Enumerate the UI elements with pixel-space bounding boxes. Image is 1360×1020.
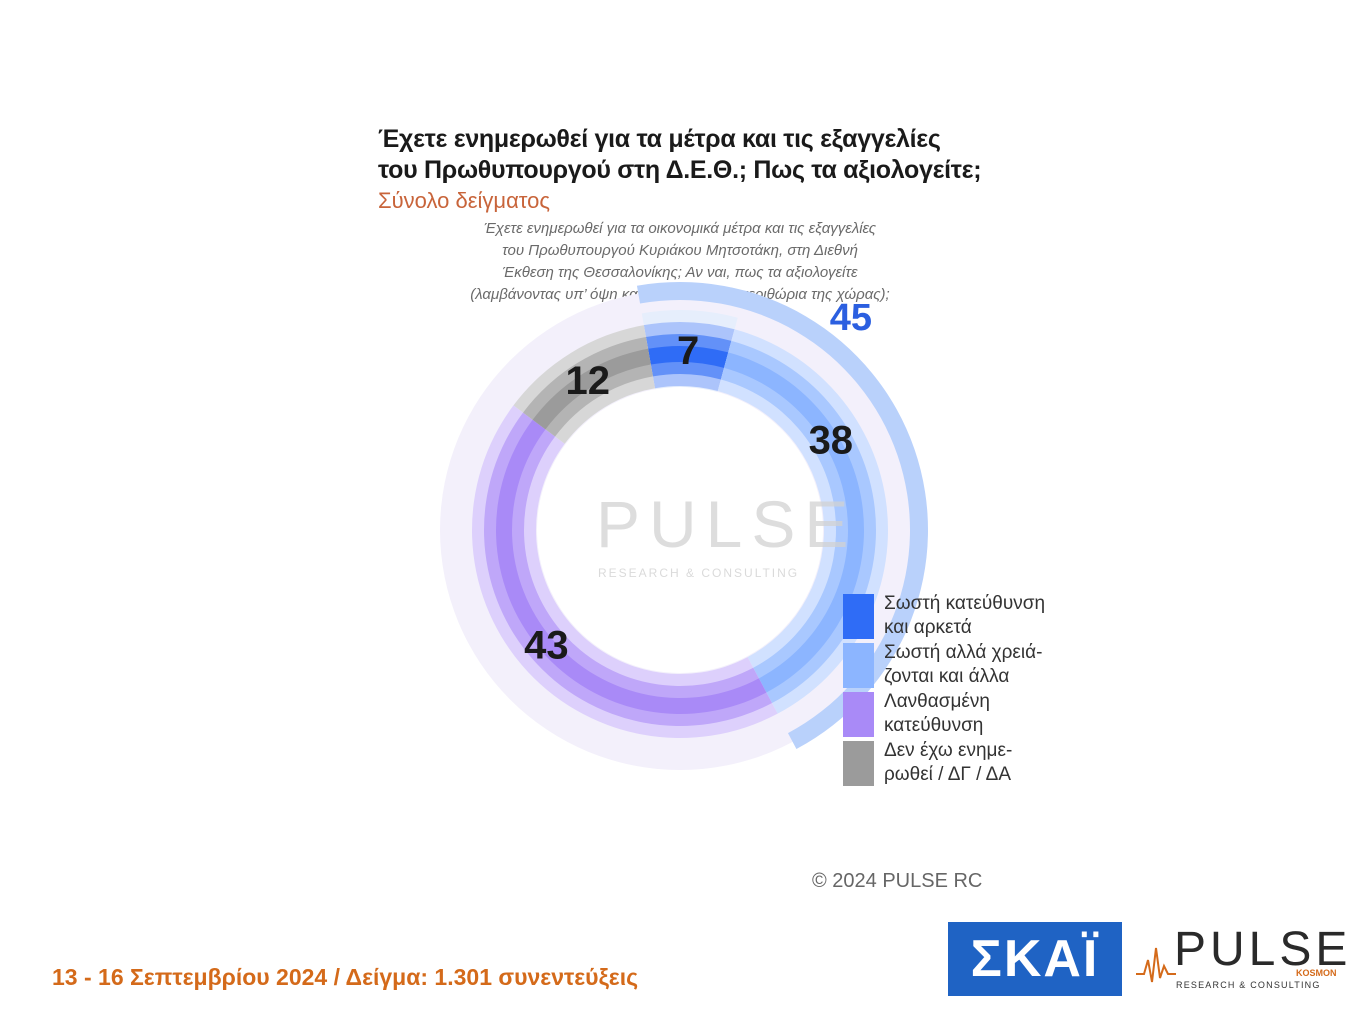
legend-swatch — [843, 594, 874, 639]
chart-legend: Σωστή κατεύθυνση και αρκετά Σωστή αλλά χ… — [843, 592, 1103, 788]
survey-question-line-1: Έχετε ενημερωθεί για τα οικονομικά μέτρα… — [483, 220, 877, 237]
legend-label: Δεν έχω ενημε- ρωθεί / ΔΓ / ΔΑ — [884, 739, 1099, 787]
footer-survey-info: 13 - 16 Σεπτεμβρίου 2024 / Δείγμα: 1.301… — [52, 964, 639, 990]
legend-swatch — [843, 643, 874, 688]
segment-correct-enough-core — [648, 346, 729, 368]
chart-title: Έχετε ενημερωθεί για τα μέτρα και τις εξ… — [378, 124, 1018, 186]
segment-wrong-direction-core — [495, 419, 767, 714]
legend-swatch — [843, 692, 874, 737]
legend-label-line: ρωθεί / ΔΓ / ΔΑ — [884, 764, 1011, 785]
watermark-subtitle: RESEARCH & CONSULTING — [598, 566, 800, 580]
legend-label-line: Δεν έχω ενημε- — [884, 740, 1013, 761]
segment-correct-more-needed-core — [724, 352, 864, 693]
data-label-wrong-direction: 43 — [524, 624, 569, 668]
legend-item-correct-enough: Σωστή κατεύθυνση και αρκετά — [843, 592, 1103, 640]
chart-subtitle: Σύνολο δείγματος — [378, 188, 551, 213]
watermark-logo: PULSE — [596, 487, 858, 561]
legend-label: Λανθασμένη κατεύθυνση — [884, 690, 1099, 738]
chart-title-line-1: Έχετε ενημερωθεί για τα μέτρα και τις εξ… — [378, 125, 941, 153]
segment-not-informed-core — [532, 348, 651, 430]
legend-label-line: ζονται και άλλα — [884, 666, 1010, 687]
copyright: © 2024 PULSE RC — [812, 870, 983, 892]
legend-label-line: Σωστή κατεύθυνση — [884, 593, 1046, 614]
legend-swatch — [843, 741, 874, 786]
donut-hole — [537, 387, 823, 673]
chart-title-line-2: του Πρωθυπουργού στη Δ.Ε.Θ.; Πως τα αξιο… — [378, 156, 982, 184]
legend-label: Σωστή κατεύθυνση και αρκετά — [884, 592, 1099, 640]
legend-label-line: Λανθασμένη — [884, 691, 990, 712]
legend-label-line: και αρκετά — [884, 617, 972, 638]
pulse-logo-word: PULSE — [1174, 923, 1352, 976]
data-label-correct-more-needed: 38 — [809, 418, 854, 462]
pulse-logo-kosmon: KOSMON — [1296, 968, 1337, 978]
legend-item-correct-more-needed: Σωστή αλλά χρειά- ζονται και άλλα — [843, 641, 1103, 689]
pulse-wave-icon — [1136, 947, 1176, 983]
legend-label-line: Σωστή αλλά χρειά- — [884, 642, 1043, 663]
skai-logo: ΣΚΑΪ — [948, 922, 1122, 996]
survey-question-line-2: του Πρωθυπουργού Κυριάκου Μητσοτάκη, στη… — [502, 242, 858, 259]
legend-label: Σωστή αλλά χρειά- ζονται και άλλα — [884, 641, 1099, 689]
data-label-correct-enough: 7 — [677, 329, 699, 373]
pulse-logo-subtitle: RESEARCH & CONSULTING — [1176, 980, 1321, 990]
survey-question-line-3: Έκθεση της Θεσσαλονίκης; Αν ναι, πως τα … — [502, 264, 858, 281]
legend-item-not-informed: Δεν έχω ενημε- ρωθεί / ΔΓ / ΔΑ — [843, 739, 1103, 787]
survey-question: Έχετε ενημερωθεί για τα οικονομικά μέτρα… — [420, 218, 940, 306]
group-total-label: 45 — [830, 297, 872, 339]
legend-label-line: κατεύθυνση — [884, 715, 984, 736]
legend-item-wrong-direction: Λανθασμένη κατεύθυνση — [843, 690, 1103, 738]
data-label-not-informed: 12 — [566, 359, 611, 403]
pulse-logo: PULSE KOSMON RESEARCH & CONSULTING — [1134, 924, 1347, 996]
